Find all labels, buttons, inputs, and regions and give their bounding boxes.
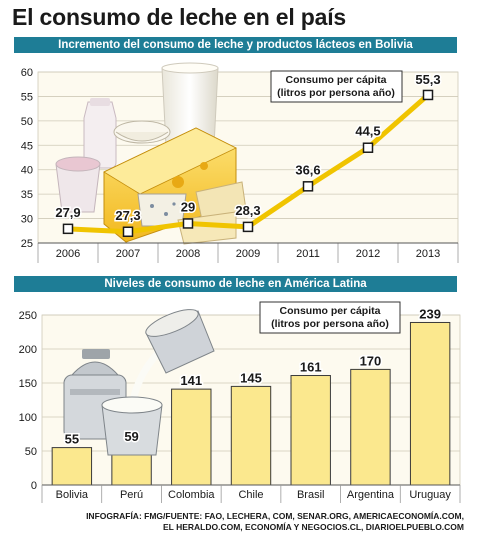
bar [51,447,93,486]
annotation-line2: (litros por persona año) [277,87,395,99]
bar-chart-axes: 0 50 100 150 200 250 Bolivia Perú Colombia Chile B… [19,310,461,503]
line-chart: 25 30 35 40 45 50 55 60 2006 2007 2008 2009 2011 2012… [21,62,459,263]
line-y-tick-label: 45 [21,140,33,152]
bar-y-tick-label: 100 [19,412,37,424]
bar-chart: 0 50 100 150 200 250 Bolivia Perú Colombia Chile B… [19,301,461,503]
bar-y-tick-label: 0 [31,480,37,492]
bar-y-tick-label: 150 [19,378,37,390]
credit-line2: EL HERALDO.COM, ECONOMÍA Y NEGOCIOS.CL, … [163,522,464,532]
line-y-tick-label: 35 [21,189,33,201]
line-y-tick-label: 25 [21,238,33,250]
bar-y-tick-label: 250 [19,310,37,322]
bar-y-tick-label: 200 [19,344,37,356]
line-data-label: 28,3 [235,203,260,218]
line-data-point [302,181,314,192]
bar-category-label: Chile [238,489,263,501]
bar-value-label: 141 [180,373,202,388]
bar-category-label: Brasil [297,489,325,501]
line-x-tick-label: 2011 [296,248,320,260]
bar [290,375,331,486]
dairy-illustration [55,62,247,245]
bar-chart-bars [51,321,451,486]
bar-value-label: 55 [65,432,79,447]
line-x-tick-label: 2006 [56,248,80,260]
bar-category-label: Colombia [168,489,215,501]
line-x-tick-label: 2013 [416,248,440,260]
bar [230,385,272,486]
bar-category-label: Bolivia [56,489,89,501]
line-x-tick-label: 2007 [116,248,140,260]
line-data-label: 29 [181,199,195,214]
line-data-label: 27,3 [115,208,140,223]
line-data-point [422,89,434,101]
bar-chart-title: Niveles de consumo de leche en América L… [14,276,457,292]
line-x-tick-label: 2012 [356,248,380,260]
line-data-label: 36,6 [295,162,320,177]
line-y-tick-label: 50 [21,116,33,128]
line-data-label: 44,5 [355,124,380,139]
bar-value-label: 59 [124,429,138,444]
bar-chart-annotation: Consumo per cápita (litros por persona a… [259,301,401,334]
line-x-tick-label: 2008 [176,248,200,260]
bar-annotation-line1: Consumo per cápita [280,305,381,317]
bar-value-label: 161 [300,360,322,375]
line-data-point [182,218,194,229]
line-x-tick-label: 2009 [236,248,260,260]
line-data-point [122,226,134,238]
bar-category-label: Perú [120,489,143,501]
bar-value-label: 145 [240,370,262,385]
line-y-tick-label: 40 [21,165,33,177]
bar [171,388,212,486]
bar-annotation-line2: (litros por persona año) [271,318,389,330]
bar-category-label: Uruguay [409,489,451,501]
line-data-point [362,142,374,153]
line-chart-axes: 25 30 35 40 45 50 55 60 2006 2007 2008 2009 2011 2012… [21,67,459,263]
line-data-point [242,221,254,233]
line-series: 27,9 27,3 29 28,3 36,6 44,5 55,3 [54,70,442,238]
line-data-point [62,223,74,235]
main-title: El consumo de leche en el país [12,4,347,30]
bar-value-labels: 55 59 141 145 161 170 239 [63,305,442,448]
bar [350,368,391,486]
bar-value-label: 239 [419,306,441,321]
line-y-tick-label: 60 [21,67,33,79]
line-y-tick-label: 55 [21,91,33,103]
bar [409,321,451,486]
source-credit: INFOGRAFÍA: FMG/FUENTE: FAO, LECHERA, CO… [84,511,464,533]
line-data-label: 27,9 [55,205,80,220]
line-y-tick-label: 30 [21,214,33,226]
annotation-line1: Consumo per cápita [286,74,387,86]
milk-can-illustration [63,309,215,456]
bar-category-label: Argentina [347,489,395,501]
bar-y-tick-label: 50 [25,446,37,458]
bar-value-label: 170 [360,353,382,368]
credit-line1: INFOGRAFÍA: FMG/FUENTE: FAO, LECHERA, CO… [86,511,464,521]
line-data-label: 55,3 [415,72,440,87]
line-chart-title: Incremento del consumo de leche y produc… [14,37,457,53]
line-chart-annotation: Consumo per cápita (litros por persona a… [270,70,403,103]
